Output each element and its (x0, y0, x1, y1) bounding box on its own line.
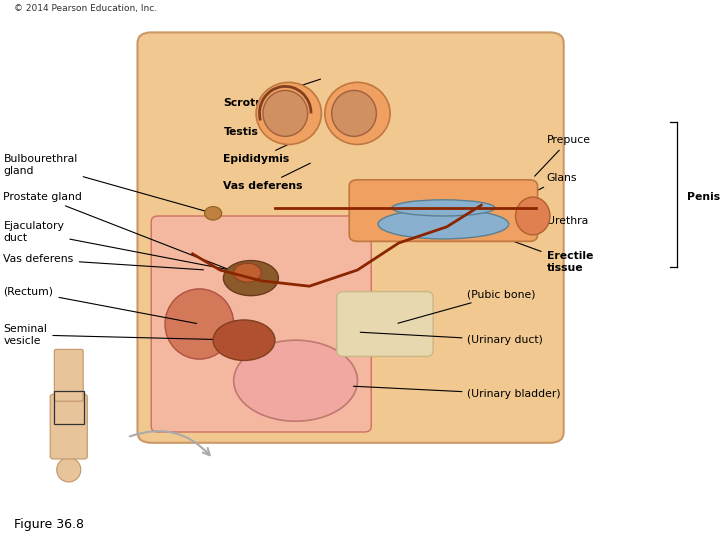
Ellipse shape (325, 82, 390, 144)
Bar (53, 392, 84, 424)
Ellipse shape (204, 206, 222, 220)
Ellipse shape (213, 320, 275, 361)
FancyBboxPatch shape (50, 394, 87, 459)
Text: Prepuce: Prepuce (535, 136, 590, 176)
Text: Vas deferens: Vas deferens (223, 163, 310, 191)
Text: Seminal
vesicle: Seminal vesicle (4, 324, 241, 346)
Text: Bulbourethral
gland: Bulbourethral gland (4, 154, 210, 213)
Ellipse shape (256, 82, 321, 144)
FancyBboxPatch shape (54, 349, 84, 401)
Ellipse shape (234, 340, 357, 421)
Ellipse shape (332, 90, 377, 136)
Ellipse shape (516, 197, 550, 235)
Ellipse shape (234, 263, 261, 282)
FancyBboxPatch shape (151, 216, 372, 432)
Text: (Rectum): (Rectum) (4, 287, 197, 323)
Text: Prostate gland: Prostate gland (4, 192, 248, 277)
Text: Glans: Glans (532, 173, 577, 193)
Text: (Pubic bone): (Pubic bone) (398, 289, 536, 323)
Text: Epididymis: Epididymis (223, 139, 300, 164)
Ellipse shape (392, 200, 495, 216)
FancyBboxPatch shape (138, 32, 564, 443)
Text: Figure 36.8: Figure 36.8 (14, 518, 84, 531)
Text: Testis: Testis (223, 114, 313, 137)
Text: (Urinary bladder): (Urinary bladder) (354, 386, 561, 399)
Text: Ejaculatory
duct: Ejaculatory duct (4, 221, 241, 272)
Ellipse shape (57, 457, 81, 482)
Text: Vas deferens: Vas deferens (4, 254, 204, 270)
Ellipse shape (378, 209, 509, 239)
Text: Erectile
tissue: Erectile tissue (484, 231, 593, 273)
FancyArrowPatch shape (130, 431, 210, 455)
Text: (Urinary duct): (Urinary duct) (360, 332, 544, 345)
Text: © 2014 Pearson Education, Inc.: © 2014 Pearson Education, Inc. (14, 4, 157, 14)
Text: Penis: Penis (687, 192, 720, 202)
Ellipse shape (263, 90, 307, 136)
Ellipse shape (165, 289, 234, 359)
FancyBboxPatch shape (349, 180, 538, 241)
Text: Scrotum: Scrotum (223, 79, 320, 107)
Text: Urethra: Urethra (480, 208, 588, 226)
Ellipse shape (223, 260, 279, 296)
FancyBboxPatch shape (337, 292, 433, 356)
